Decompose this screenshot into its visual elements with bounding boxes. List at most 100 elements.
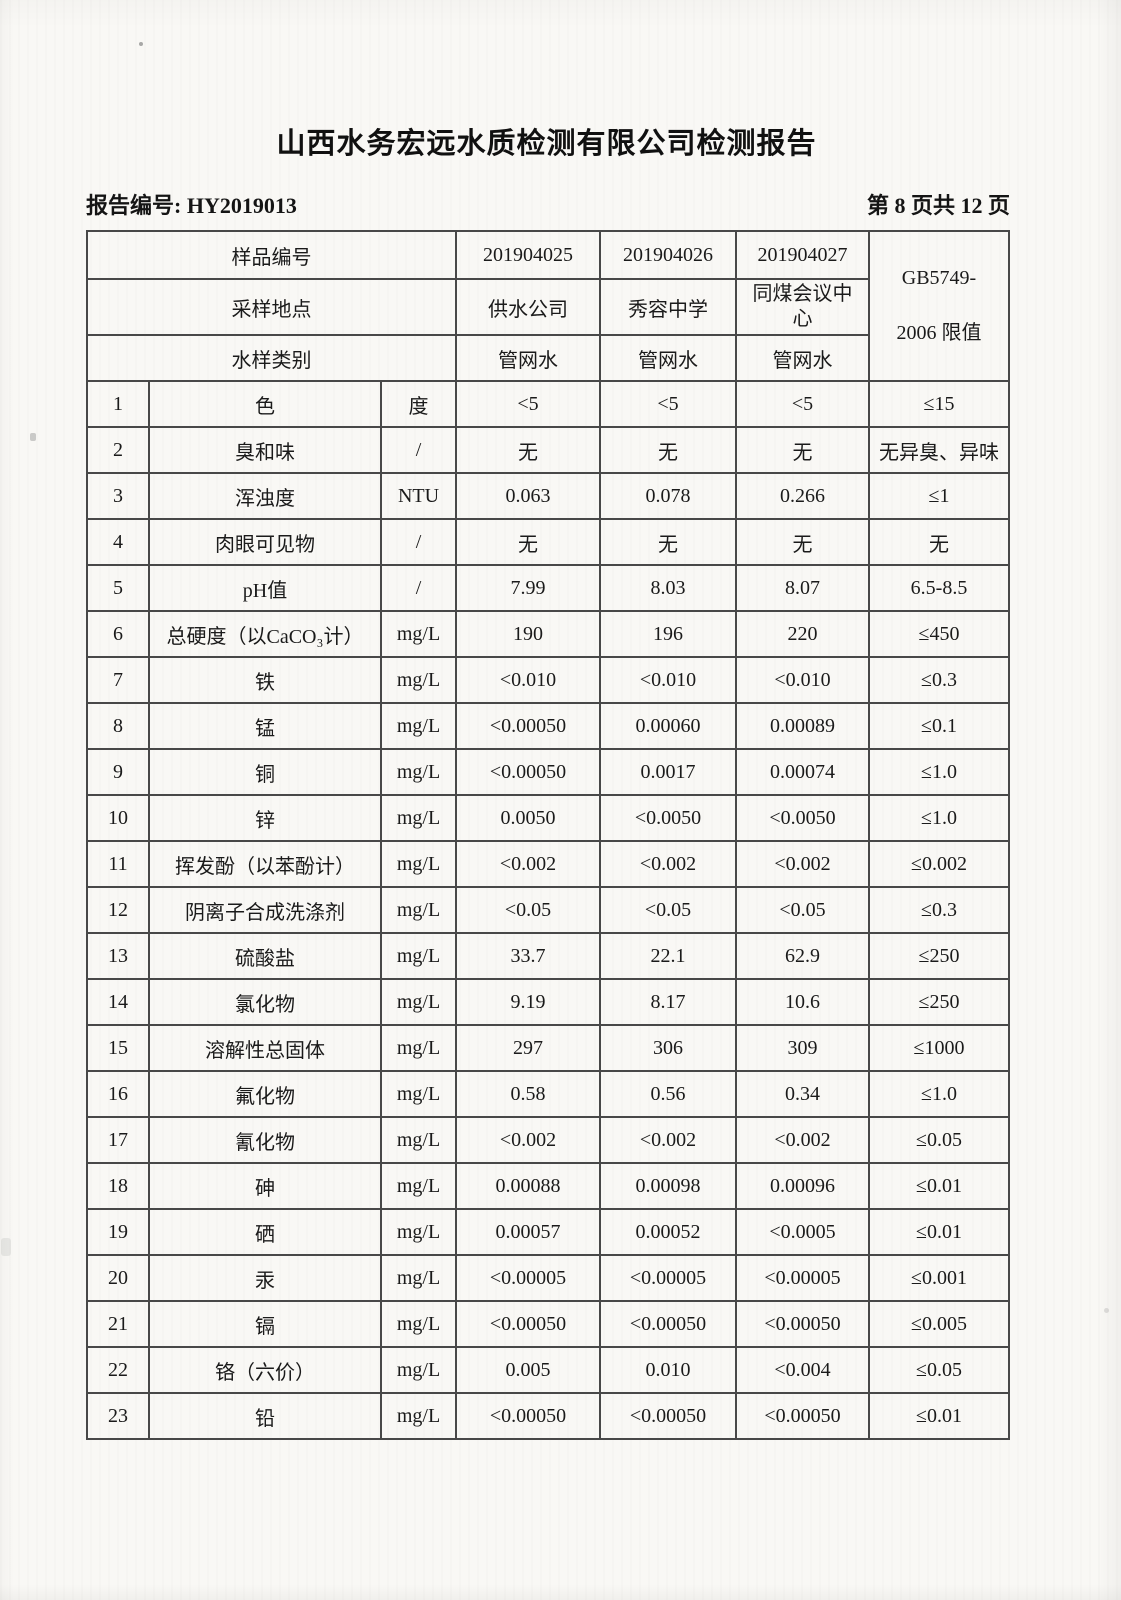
sample3-value: <0.05 [735, 886, 870, 934]
table-row: 13 硫酸盐 mg/L 33.7 22.1 62.9 ≤250 [86, 932, 1010, 980]
limit-value: ≤1.0 [868, 748, 1010, 796]
limit-value: ≤15 [868, 380, 1010, 428]
standard-line1: GB5749- [901, 267, 977, 289]
parameter-unit: mg/L [380, 1116, 457, 1164]
row-number: 2 [86, 426, 150, 474]
sample3-value: <0.00050 [735, 1392, 870, 1440]
sample3-value: 0.34 [735, 1070, 870, 1118]
row-number: 13 [86, 932, 150, 980]
parameter-name: 氰化物 [148, 1116, 382, 1164]
table-row: 2 臭和味 / 无 无 无 无异臭、异味 [86, 426, 1010, 474]
row-number: 14 [86, 978, 150, 1026]
report-number-label: 报告编号: [86, 193, 182, 218]
parameter-unit: mg/L [380, 1162, 457, 1210]
parameter-name: 色 [148, 380, 382, 428]
report-number: 报告编号: HY2019013 [86, 188, 297, 220]
sample1-value: 7.99 [455, 564, 601, 612]
sample3-value: <0.002 [735, 840, 870, 888]
parameter-name: 锌 [148, 794, 382, 842]
limit-value: ≤0.001 [868, 1254, 1010, 1302]
parameter-name: 臭和味 [148, 426, 382, 474]
row-number: 10 [86, 794, 150, 842]
sample3-value: <0.00005 [735, 1254, 870, 1302]
limit-value: 6.5-8.5 [868, 564, 1010, 612]
row-number: 18 [86, 1162, 150, 1210]
table-row: 15 溶解性总固体 mg/L 297 306 309 ≤1000 [86, 1024, 1010, 1072]
sample1-value: 33.7 [455, 932, 601, 980]
parameter-unit: mg/L [380, 794, 457, 842]
sample3-value: <0.0005 [735, 1208, 870, 1256]
limit-value: ≤1.0 [868, 794, 1010, 842]
limit-value: ≤250 [868, 978, 1010, 1026]
table-row: 6 总硬度（以CaCO₃计） mg/L 190 196 220 ≤450 [86, 610, 1010, 658]
sample2-value: 8.17 [599, 978, 737, 1026]
row-number: 11 [86, 840, 150, 888]
sample3-value: <0.002 [735, 1116, 870, 1164]
row-number: 9 [86, 748, 150, 796]
row-number: 19 [86, 1208, 150, 1256]
row-number: 1 [86, 380, 150, 428]
standard-limit-header: GB5749- 2006 限值 [868, 230, 1010, 382]
sample1-value: 190 [455, 610, 601, 658]
limit-value: 无异臭、异味 [868, 426, 1010, 474]
header-row-location: 采样地点 供水公司 秀容中学 同煤会议中心 [86, 278, 1009, 336]
row-number: 6 [86, 610, 150, 658]
parameter-name: 阴离子合成洗涤剂 [148, 886, 382, 934]
sample1-value: <0.00005 [455, 1254, 601, 1302]
table-row: 21 镉 mg/L <0.00050 <0.00050 <0.00050 ≤0.… [86, 1300, 1010, 1348]
sample2-value: 0.078 [599, 472, 737, 520]
page-indicator: 第 8 页共 12 页 [866, 193, 1010, 218]
parameter-name: 锰 [148, 702, 382, 750]
parameter-unit: mg/L [380, 1254, 457, 1302]
limit-value: ≤0.05 [868, 1346, 1010, 1394]
row-number: 16 [86, 1070, 150, 1118]
limit-value: ≤0.01 [868, 1208, 1010, 1256]
parameter-unit: mg/L [380, 978, 457, 1026]
limit-value: ≤0.1 [868, 702, 1010, 750]
parameter-unit: NTU [380, 472, 457, 520]
sample2-value: 306 [599, 1024, 737, 1072]
sample1-value: 无 [455, 518, 601, 566]
sample2-value: 0.00098 [599, 1162, 737, 1210]
limit-value: ≤0.3 [868, 886, 1010, 934]
parameter-unit: mg/L [380, 1070, 457, 1118]
limit-value: ≤0.002 [868, 840, 1010, 888]
sample2-value: <0.00005 [599, 1254, 737, 1302]
row-number: 7 [86, 656, 150, 704]
report-meta-row: 报告编号: HY2019013 第 8 页共 12 页 [86, 188, 1010, 220]
header-label-water-type: 水样类别 [86, 334, 457, 382]
table-row: 18 砷 mg/L 0.00088 0.00098 0.00096 ≤0.01 [86, 1162, 1010, 1210]
row-number: 15 [86, 1024, 150, 1072]
sample2-value: <0.00050 [599, 1300, 737, 1348]
row-number: 12 [86, 886, 150, 934]
sample2-value: 0.00052 [599, 1208, 737, 1256]
limit-value: ≤1 [868, 472, 1010, 520]
sample1-value: 0.00088 [455, 1162, 601, 1210]
sample3-value: <0.010 [735, 656, 870, 704]
sample2-value: <0.002 [599, 840, 737, 888]
table-row: 19 硒 mg/L 0.00057 0.00052 <0.0005 ≤0.01 [86, 1208, 1010, 1256]
sample2-value: <0.0050 [599, 794, 737, 842]
sample2-value: <5 [599, 380, 737, 428]
sample2-value: <0.002 [599, 1116, 737, 1164]
limit-value: ≤250 [868, 932, 1010, 980]
parameter-name: 肉眼可见物 [148, 518, 382, 566]
page-title: 山西水务宏远水质检测有限公司检测报告 [276, 128, 817, 160]
parameter-unit: mg/L [380, 748, 457, 796]
header-row-water-type: 水样类别 管网水 管网水 管网水 [86, 334, 1009, 382]
scan-smudge [1, 1238, 11, 1256]
sample2-value: <0.05 [599, 886, 737, 934]
parameter-unit: mg/L [380, 1392, 457, 1440]
limit-value: ≤0.05 [868, 1116, 1010, 1164]
limit-value: ≤450 [868, 610, 1010, 658]
parameter-name: 硒 [148, 1208, 382, 1256]
parameter-name: 浑浊度 [148, 472, 382, 520]
standard-limit-text: GB5749- 2006 限值 [874, 234, 1004, 378]
sample1-value: <0.00050 [455, 1300, 601, 1348]
sample1-value: 0.58 [455, 1070, 601, 1118]
sample1-value: <0.002 [455, 1116, 601, 1164]
sample2-type: 管网水 [599, 334, 737, 382]
sample3-value: 309 [735, 1024, 870, 1072]
limit-value: ≤1000 [868, 1024, 1010, 1072]
sample1-type: 管网水 [455, 334, 601, 382]
